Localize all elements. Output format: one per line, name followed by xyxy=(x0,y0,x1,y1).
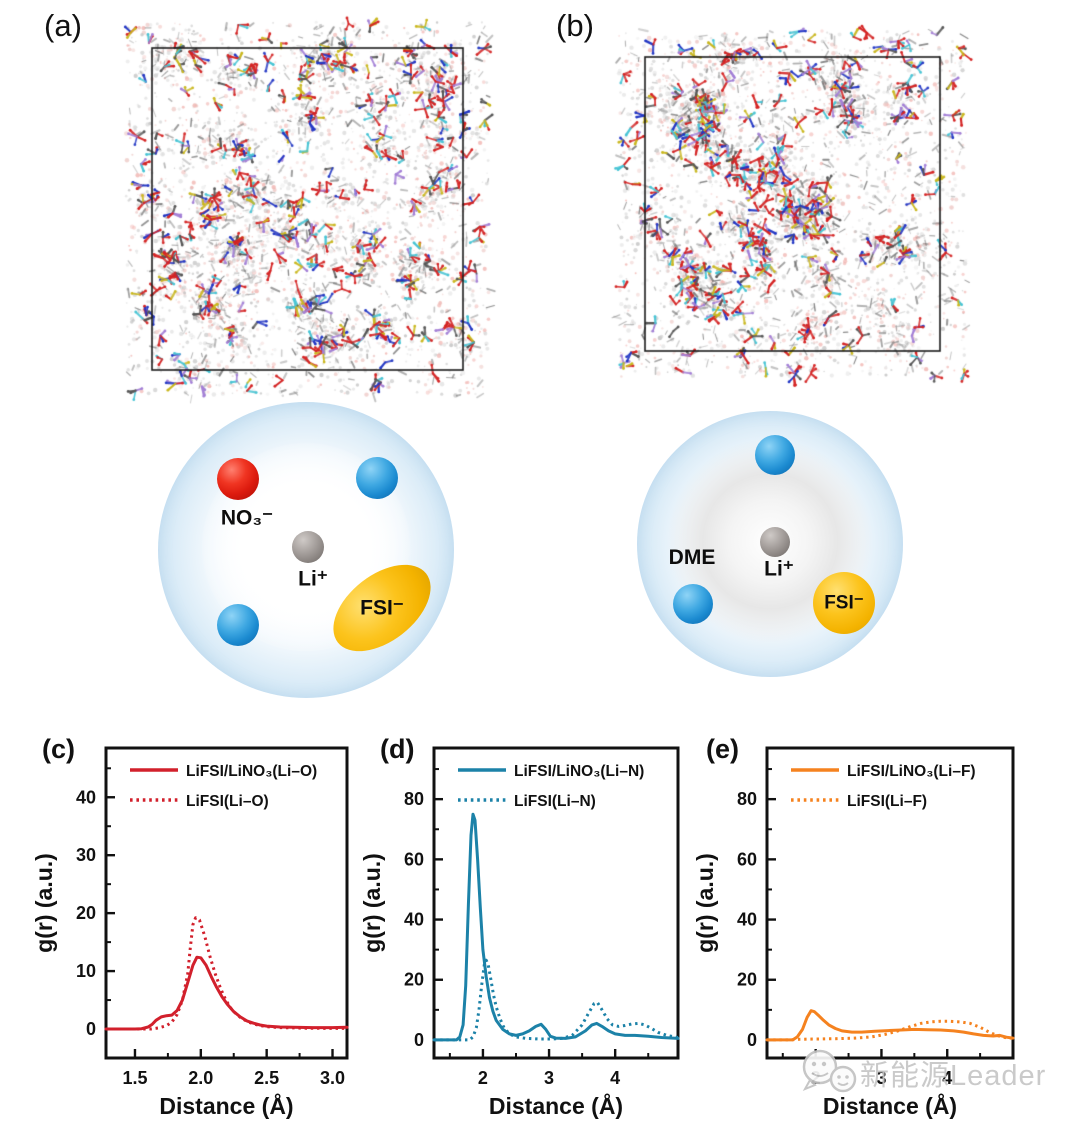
series-solid xyxy=(432,812,680,1042)
md-snapshot-b xyxy=(592,5,1002,405)
svg-text:80: 80 xyxy=(404,789,424,809)
panel-a-label: (a) xyxy=(44,8,82,43)
md-snapshot-a xyxy=(98,15,528,407)
svg-text:60: 60 xyxy=(404,849,424,869)
series-solid xyxy=(104,955,349,1031)
svg-text:30: 30 xyxy=(76,845,96,865)
li-label-b: Li⁺ xyxy=(764,557,794,581)
svg-text:80: 80 xyxy=(737,789,757,809)
solvation-shell-b: DME Li⁺ FSI⁻ xyxy=(637,411,903,677)
x-axis-label: Distance (Å) xyxy=(489,1092,623,1119)
legend-label: LiFSI/LiNO₃(Li–N) xyxy=(514,763,644,780)
svg-text:4: 4 xyxy=(942,1068,952,1088)
panel-e-label: (e) xyxy=(706,734,739,764)
legend-label: LiFSI/LiNO₃(Li–F) xyxy=(847,763,976,780)
dme-sphere-bottom-left xyxy=(217,604,259,646)
svg-text:0: 0 xyxy=(86,1019,96,1039)
no3-label: NO₃⁻ xyxy=(220,506,274,530)
series-dotted xyxy=(106,916,347,1031)
series-dotted xyxy=(767,1019,1014,1042)
svg-text:2.0: 2.0 xyxy=(188,1068,213,1088)
dme-sphere-top-right xyxy=(356,457,398,499)
li-sphere xyxy=(292,531,324,563)
svg-text:40: 40 xyxy=(737,910,757,930)
svg-text:20: 20 xyxy=(404,970,424,990)
y-axis-label: g(r) (a.u.) xyxy=(31,853,57,953)
wechat-bubbles-icon xyxy=(802,1049,857,1093)
chart-c: 1.5 2.0 2.5 3.0 0 10 20 30 40 Distance (Å) g(r) (a… xyxy=(31,746,349,1119)
svg-text:3.0: 3.0 xyxy=(320,1068,345,1088)
fsi-sphere xyxy=(813,572,875,634)
svg-text:1.5: 1.5 xyxy=(122,1068,147,1088)
panel-d-label: (d) xyxy=(380,734,415,764)
fsi-label-a: FSI⁻ xyxy=(360,596,404,620)
x-axis-label: Distance (Å) xyxy=(823,1092,957,1119)
panel-c-label: (c) xyxy=(42,734,75,764)
li-label-a: Li⁺ xyxy=(298,567,328,591)
svg-text:10: 10 xyxy=(76,961,96,981)
x-axis-label: Distance (Å) xyxy=(159,1092,293,1119)
watermark: 新能源Leader xyxy=(798,1046,1046,1100)
svg-text:40: 40 xyxy=(76,787,96,807)
dme-sphere-top xyxy=(755,435,795,475)
dme-label: DME xyxy=(668,546,716,569)
legend-label: LiFSI/LiNO₃(Li–O) xyxy=(186,763,317,780)
svg-text:0: 0 xyxy=(747,1030,757,1050)
svg-text:4: 4 xyxy=(610,1068,620,1088)
li-sphere xyxy=(760,527,790,557)
svg-text:3: 3 xyxy=(876,1068,886,1088)
svg-text:20: 20 xyxy=(737,970,757,990)
dme-sphere-bottom-left xyxy=(673,584,713,624)
svg-text:2.5: 2.5 xyxy=(254,1068,279,1088)
svg-text:3: 3 xyxy=(544,1068,554,1088)
svg-text:2: 2 xyxy=(478,1068,488,1088)
legend-label: LiFSI(Li–O) xyxy=(186,793,269,810)
no3-sphere xyxy=(217,458,259,500)
svg-text:60: 60 xyxy=(737,849,757,869)
y-axis-label: g(r) (a.u.) xyxy=(692,853,718,953)
y-axis-label: g(r) (a.u.) xyxy=(359,853,385,953)
legend-label: LiFSI(Li–F) xyxy=(847,793,927,810)
fsi-label-b: FSI⁻ xyxy=(824,592,864,614)
svg-text:0: 0 xyxy=(414,1030,424,1050)
svg-text:40: 40 xyxy=(404,910,424,930)
watermark-text: 新能源Leader xyxy=(860,1060,1047,1092)
solvation-shell-a: NO₃⁻ Li⁺ FSI⁻ xyxy=(158,402,454,698)
series-solid xyxy=(765,1009,1015,1042)
series-dotted xyxy=(434,958,679,1042)
panel-b-label: (b) xyxy=(556,8,594,43)
legend-label: LiFSI(Li–N) xyxy=(514,793,596,810)
svg-text:20: 20 xyxy=(76,903,96,923)
